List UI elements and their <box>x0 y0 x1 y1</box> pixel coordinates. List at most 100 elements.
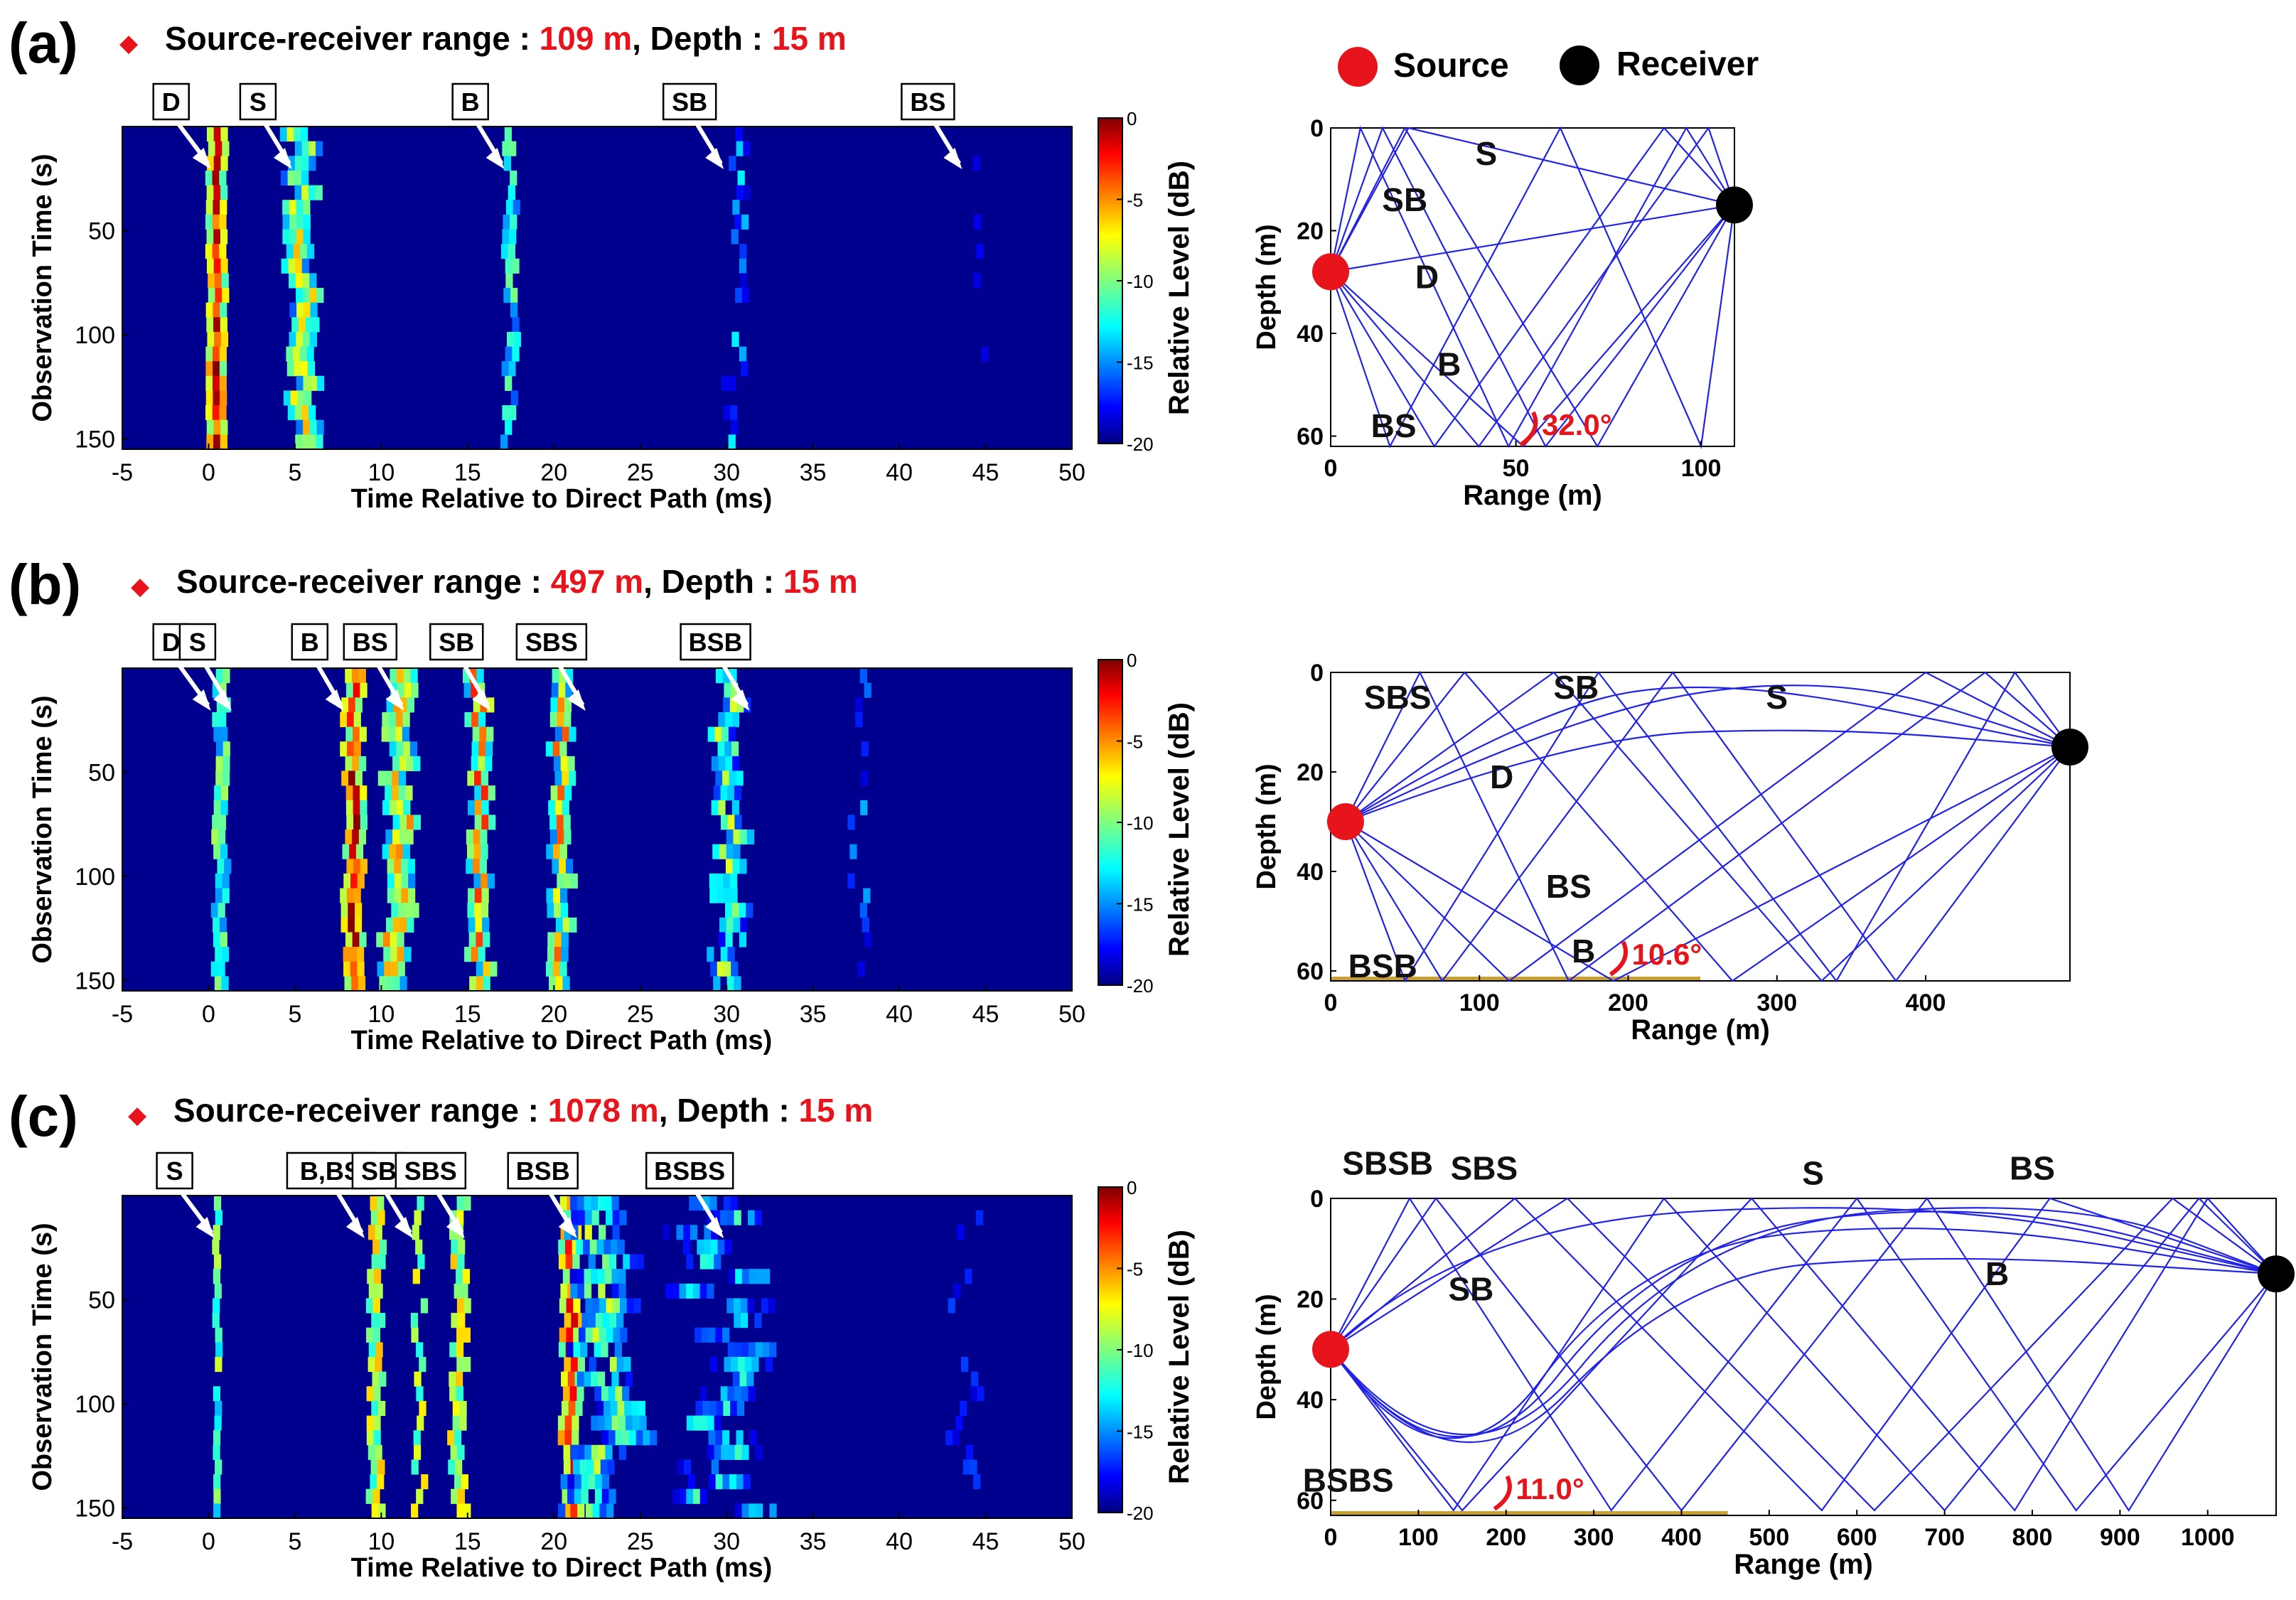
heatmap-cell-6 <box>755 1444 763 1460</box>
heatmap-cell-5 <box>725 932 733 947</box>
heatmap-cell-6 <box>731 1357 739 1373</box>
colorbar-tick-label: -15 <box>1127 1422 1154 1443</box>
heatmap-cell-6 <box>741 1444 749 1460</box>
heatmap-cell-6 <box>693 1488 701 1504</box>
heatmap-cell-1 <box>353 859 361 874</box>
ray-plot-frame <box>1330 1198 2277 1516</box>
heatmap-cell-5 <box>730 888 738 903</box>
heatmap-cell-6 <box>736 1400 745 1417</box>
x-tick-label: 0 <box>1324 989 1338 1016</box>
heatmap-cell-5 <box>713 785 721 801</box>
heatmap-cell-1 <box>290 390 298 406</box>
heatmap-cell-4 <box>563 1503 571 1519</box>
heatmap-cell-6 <box>863 888 871 903</box>
heatmap-cell-4 <box>569 726 576 742</box>
heatmap-cell-5 <box>731 961 739 977</box>
heatmap-cell-0 <box>220 229 228 245</box>
heatmap-cell-5 <box>601 1474 610 1490</box>
heatmap-cell-1 <box>309 405 316 421</box>
x-tick-label: 20 <box>540 1528 567 1555</box>
heatmap-cell-6 <box>864 682 871 698</box>
heatmap-cell-1 <box>368 1225 376 1240</box>
heatmap-cell-3 <box>475 917 483 933</box>
heatmap-cell-5 <box>724 961 731 977</box>
heatmap-cell-1 <box>373 1430 381 1446</box>
colorbar-tick-label: -20 <box>1127 434 1154 455</box>
heatmap-cell-5 <box>731 682 739 698</box>
heatmap-cell-1 <box>348 917 355 933</box>
heatmap-cell-6 <box>739 1371 747 1387</box>
heatmap-cell-6 <box>707 1415 715 1431</box>
heatmap-cell-6 <box>737 1357 746 1373</box>
heatmap-cell-6 <box>710 1357 718 1373</box>
heatmap-cell-2 <box>507 331 515 348</box>
heatmap-cell-0 <box>220 785 229 801</box>
heatmap-cell-6 <box>722 1474 730 1490</box>
heatmap-cell-5 <box>725 903 733 918</box>
heatmap-cell-6 <box>700 1415 708 1431</box>
heatmap-cell-3 <box>479 859 487 874</box>
arrival-arrowhead <box>345 1217 365 1238</box>
heatmap-cell-4 <box>559 888 568 903</box>
heatmap-cell-1 <box>293 346 301 362</box>
heatmap-cell-6 <box>746 1371 754 1387</box>
heatmap-cell-2 <box>392 756 400 771</box>
heatmap-cell-5 <box>615 1430 623 1446</box>
heatmap-cell-5 <box>585 1327 593 1343</box>
heatmap-cell-4 <box>547 947 555 962</box>
rays <box>1330 1196 2277 1512</box>
heatmap-cell-1 <box>309 331 317 348</box>
heatmap-cell-6 <box>729 1474 737 1490</box>
heatmap-cell-5 <box>629 1254 638 1269</box>
heatmap-cell-5 <box>618 1269 626 1284</box>
heatmap-cell-5 <box>610 1239 618 1255</box>
heatmap-cell-5 <box>611 1415 619 1431</box>
heatmap-cell-4 <box>557 1430 565 1446</box>
heatmap-cell-6 <box>751 1357 759 1373</box>
heatmap-cell-3 <box>454 1459 463 1475</box>
heatmap-cell-5 <box>636 1254 644 1269</box>
heatmap-cell-0 <box>213 800 221 815</box>
arrival-arrowhead <box>192 148 211 169</box>
heatmap-cell-4 <box>562 1386 571 1402</box>
heatmap-cell-0 <box>212 1239 220 1255</box>
heatmap-cell-1 <box>375 1283 383 1299</box>
heatmap-cell-5 <box>608 1254 617 1269</box>
heatmap-cell-1 <box>371 1503 379 1519</box>
ray-label: BS <box>1371 407 1417 444</box>
x-tick-label: 40 <box>886 1528 913 1555</box>
heatmap-cell-2 <box>510 288 518 304</box>
y-tick-label: 150 <box>75 1495 115 1522</box>
heatmap-cell-0 <box>220 844 228 859</box>
x-tick-label: 100 <box>1398 1524 1439 1551</box>
heatmap-cell-1 <box>294 405 302 421</box>
heatmap-cell-6 <box>744 1357 752 1373</box>
ray-label: S <box>1476 135 1498 172</box>
heatmap-cell-1 <box>295 258 303 274</box>
colorbar-tick-label: 0 <box>1127 650 1137 671</box>
arrival-arrowhead <box>446 1217 465 1238</box>
heatmap-cell-1 <box>281 258 289 274</box>
heatmap-cell-1 <box>377 1459 385 1475</box>
legend: Source Receiver <box>1338 45 1759 87</box>
heatmap-cell-7 <box>965 1444 973 1460</box>
heatmap-cell-2 <box>397 932 404 947</box>
heatmap-cell-0 <box>213 1196 222 1211</box>
heatmap-cell-5 <box>724 682 731 698</box>
heatmap-cell-6 <box>704 1225 712 1240</box>
arrival-arrowhead <box>472 689 491 711</box>
heatmap-cell-4 <box>557 829 564 845</box>
heatmap-cell-1 <box>296 288 304 304</box>
heatmap-cell-5 <box>594 1459 601 1475</box>
grazing-angle-label: 10.6° <box>1632 938 1702 971</box>
heatmap-cell-2 <box>397 682 405 698</box>
y-axis-label: Depth (m) <box>1252 1294 1282 1419</box>
x-tick-label: 200 <box>1486 1524 1526 1551</box>
heatmap-cell-0 <box>213 200 220 215</box>
heatmap-cell-5 <box>612 1225 620 1240</box>
heatmap-cell-4 <box>572 1254 580 1269</box>
heatmap-cell-1 <box>293 244 301 259</box>
heatmap-cell-5 <box>601 1386 609 1402</box>
heatmap-cell-1 <box>345 785 353 801</box>
heatmap-cell-3 <box>473 697 481 713</box>
